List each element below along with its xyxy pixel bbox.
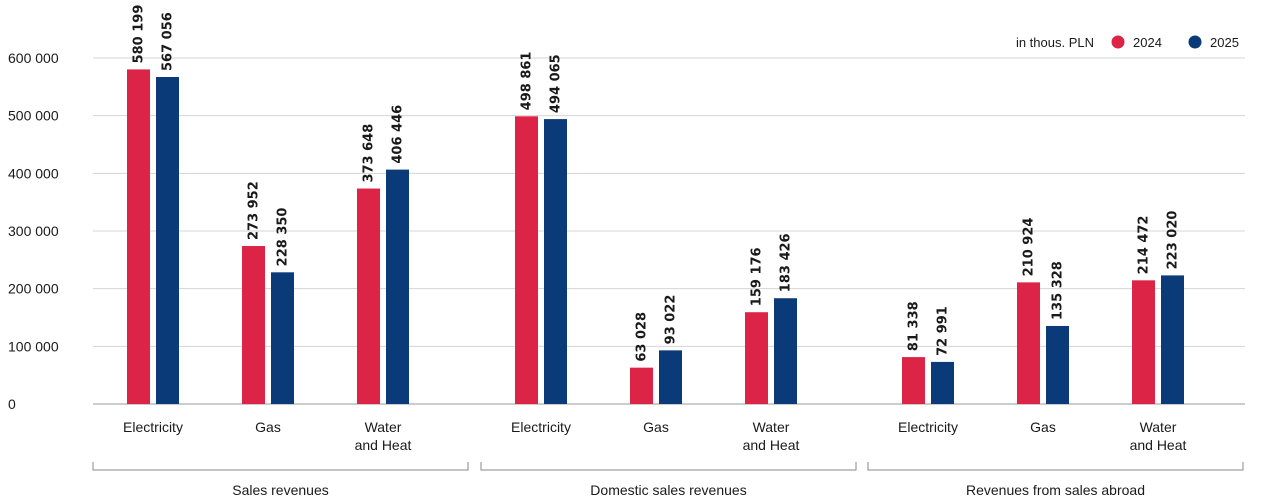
group-bracket [92,462,469,471]
bar-2024 [1017,282,1040,404]
y-tick-label: 500 000 [8,108,59,124]
bar-2025 [774,298,797,404]
y-tick-label: 100 000 [8,338,59,354]
category-label: and Heat [1130,437,1187,453]
data-label: 273 952 [247,181,262,240]
category-label: Water [753,419,790,435]
category-labels: Electricity Gas Water and Heat Electricity Ga… [123,419,1186,453]
category-label: and Heat [355,437,412,453]
bar-2024 [515,116,538,404]
y-tick-label: 600 000 [8,50,59,66]
data-label: 228 350 [276,208,291,267]
y-tick-label: 0 [8,396,16,412]
bar-2025 [1046,325,1069,404]
category-label: Water [365,419,402,435]
bars [127,69,1184,405]
group-label: Revenues from sales abroad [966,482,1145,498]
group-bracket [867,462,1244,471]
group-bracket [480,462,857,471]
data-label: 567 056 [161,12,176,71]
y-tick-label: 200 000 [8,281,59,297]
group-label: Domestic sales revenues [590,482,746,498]
data-label: 498 861 [520,52,535,111]
legend-marker-2024 [1111,35,1125,49]
category-label: Gas [643,419,669,435]
data-label: 93 022 [664,295,679,345]
category-label: Electricity [123,419,183,435]
bar-2025 [271,272,294,404]
bar-2025 [544,119,567,405]
data-label: 373 648 [362,124,377,183]
bar-2024 [1132,280,1155,404]
category-label: Gas [1030,419,1056,435]
data-label: 159 176 [750,247,765,306]
category-label: Gas [255,419,281,435]
bar-2025 [156,76,179,404]
data-label: 214 472 [1137,216,1152,275]
bar-2025 [931,361,954,404]
bar-2024 [357,188,380,404]
y-tick-label: 300 000 [8,223,59,239]
unit-label: in thous. PLN [1016,35,1094,50]
group-label: Sales revenues [232,482,329,498]
data-label: 63 028 [635,312,650,362]
data-label: 406 446 [391,105,406,164]
data-label: 580 199 [132,5,147,64]
data-labels: 580 199 567 056 273 952 228 350 373 648 406 4… [132,5,1181,362]
bar-2024 [630,367,653,404]
data-label: 135 328 [1051,261,1066,320]
data-label: 223 020 [1166,211,1181,270]
y-axis: 0 100 000 200 000 300 000 400 000 500 000 600 … [8,50,59,412]
bar-2024 [902,357,925,404]
category-label: Electricity [511,419,571,435]
category-label: Electricity [898,419,958,435]
legend-marker-2025 [1188,35,1202,49]
bar-2024 [745,312,768,404]
y-tick-label: 400 000 [8,165,59,181]
bar-2024 [242,246,265,404]
data-label: 81 338 [907,301,922,351]
legend: in thous. PLN 2024 2025 [1016,35,1239,50]
bar-2025 [1161,275,1184,404]
category-label: Water [1140,419,1177,435]
legend-label-2024: 2024 [1133,35,1162,50]
legend-label-2025: 2025 [1210,35,1239,50]
category-label: and Heat [743,437,800,453]
bar-2025 [386,169,409,404]
group-brackets: Sales revenues Domestic sales revenues Rev… [92,462,1244,498]
data-label: 210 924 [1022,218,1037,277]
bar-2024 [127,69,150,404]
data-label: 72 991 [936,306,951,356]
bar-2025 [659,350,682,404]
data-label: 494 065 [549,54,564,113]
data-label: 183 426 [779,233,794,292]
